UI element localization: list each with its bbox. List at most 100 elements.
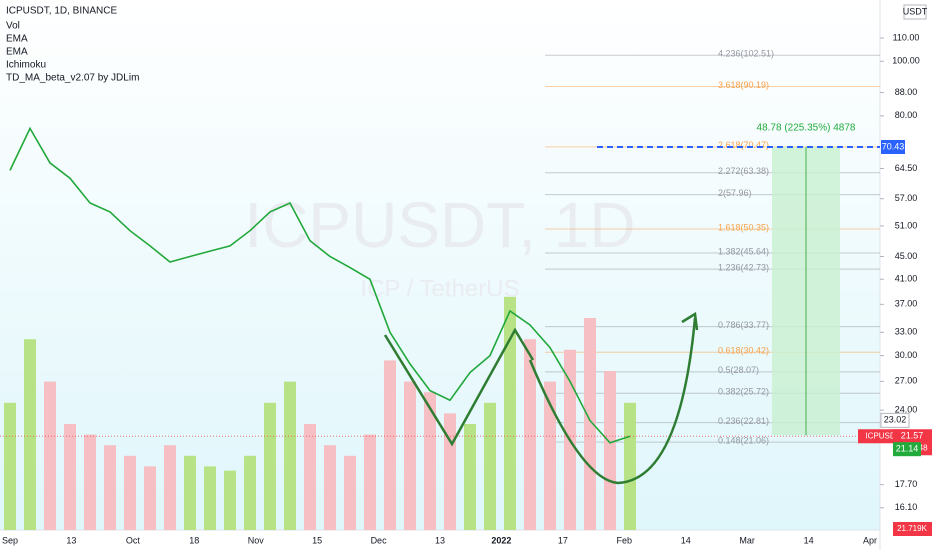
currency: USDT	[903, 6, 928, 16]
volume-bar	[584, 318, 596, 530]
x-tick-label: 18	[189, 535, 199, 545]
volume-bar	[264, 402, 276, 530]
measure-label: 48.78 (225.35%) 4878	[757, 123, 856, 134]
x-tick-label: Feb	[617, 535, 633, 545]
target-tag	[881, 139, 905, 154]
fib-label: 2.272(63.38)	[718, 166, 769, 176]
fib-label: 0.236(22.81)	[718, 416, 769, 426]
legend-title: ICPUSDT, 1D, BINANCE	[6, 6, 117, 17]
fib-label: 0.148(21.06)	[718, 435, 769, 445]
x-tick-label: 17	[558, 535, 568, 545]
volume-bar	[344, 455, 356, 530]
ema-tag-label: 23.02	[884, 415, 907, 425]
y-tick-label: 100.00	[892, 56, 920, 66]
y-tick-label: 37.00	[895, 299, 918, 309]
currency-box	[903, 4, 927, 20]
volume-bar	[624, 402, 636, 530]
x-tick-label: Apr	[863, 535, 877, 545]
fib-label: 2(57.96)	[718, 188, 752, 198]
fib-label: 1.618(50.35)	[718, 222, 769, 232]
volume-tag	[893, 522, 932, 536]
volume-bar	[324, 445, 336, 530]
arrow-head	[681, 311, 699, 331]
x-tick-label: Nov	[248, 535, 265, 545]
volume-bar	[184, 455, 196, 530]
volume-bar	[404, 381, 416, 530]
volume-bar	[64, 424, 76, 530]
volume-bar	[224, 470, 236, 530]
volume-bar	[384, 360, 396, 530]
fib-label: 1.382(45.64)	[718, 246, 769, 256]
price-line	[9, 126, 631, 444]
fib-label: 2.618(70.47)	[718, 140, 769, 150]
x-tick-label: Mar	[739, 535, 755, 545]
fib-label: 1.236(42.73)	[718, 263, 769, 273]
x-tick-label: 15	[312, 535, 322, 545]
x-tick-label: 13	[66, 535, 76, 545]
y-tick-label: 16.10	[895, 502, 918, 512]
ema-tag	[880, 412, 910, 428]
y-tick-label: 64.50	[895, 163, 918, 173]
y-tick-label: 110.00	[893, 32, 920, 42]
symbol-tag-label: ICPUSDT	[865, 431, 900, 440]
fib-label: 4.236(102.51)	[718, 49, 774, 59]
y-tick-label: 51.00	[895, 220, 918, 230]
x-tick-label: Dec	[371, 535, 388, 545]
low-tag-label: 21.14	[896, 444, 919, 454]
volume-tag-label: 21.719K	[897, 524, 927, 533]
fib-label: 0.786(33.77)	[718, 320, 769, 330]
y-tick-label: 17.70	[895, 479, 918, 489]
x-tick-label: 2022	[491, 535, 511, 545]
x-tick-label: 14	[681, 535, 691, 545]
y-tick-label: 80.00	[895, 110, 918, 120]
volume-bar	[204, 466, 216, 530]
price-axis-bg	[880, 0, 932, 550]
volume-bar	[84, 434, 96, 530]
volume-bar	[524, 339, 536, 530]
volume-bar	[484, 402, 496, 530]
volume-bar	[164, 445, 176, 530]
fib-label: 0.618(30.42)	[718, 346, 769, 356]
target-tag-label: 70.43	[882, 141, 905, 151]
fib-label: 0.382(25.72)	[718, 387, 769, 397]
volume-bar	[424, 392, 436, 530]
fib-label: 3.618(90.19)	[718, 80, 769, 90]
volume-bar	[284, 381, 296, 530]
cup-drawing	[528, 317, 697, 485]
low-tag	[893, 442, 921, 457]
volume-bar	[24, 339, 36, 530]
volume-bar	[604, 371, 616, 530]
volume-bar	[4, 402, 16, 530]
x-tick-label: 14	[804, 535, 814, 545]
legend-item: Ichimoku	[6, 60, 46, 71]
y-tick-label: 88.00	[895, 87, 918, 97]
fib-label: 0.5(28.07)	[718, 365, 759, 375]
legend-item: TD_MA_beta_v2.07 by JDLim	[6, 73, 139, 84]
legend-item: Vol	[6, 21, 20, 32]
y-tick-label: 41.00	[895, 274, 918, 284]
legend-item: EMA	[6, 47, 28, 58]
y-tick-label: 57.00	[895, 193, 918, 203]
volume-bar	[104, 445, 116, 530]
volume-bar	[544, 381, 556, 530]
volume-bar	[504, 296, 516, 530]
volume-bar	[144, 466, 156, 530]
volume-bar	[124, 455, 136, 530]
x-tick-label: Sep	[2, 535, 18, 545]
y-tick-label: 30.00	[895, 350, 918, 360]
price-tag-label: 21.57	[901, 431, 924, 441]
x-tick-label: 13	[435, 535, 445, 545]
y-tick-label: 27.00	[895, 376, 918, 386]
volume-bar	[444, 413, 456, 530]
volume-bar	[244, 455, 256, 530]
watermark: ICPUSDT, 1D	[244, 189, 635, 261]
y-tick-label: 24.00	[895, 405, 918, 415]
pattern-drawing	[383, 327, 535, 447]
y-tick-label: 45.00	[895, 251, 918, 261]
x-tick-label: Oct	[126, 535, 141, 545]
volume-bar	[464, 424, 476, 530]
y-tick-label: 33.00	[895, 327, 918, 337]
volume-bar	[44, 381, 56, 530]
legend-item: EMA	[6, 34, 28, 45]
